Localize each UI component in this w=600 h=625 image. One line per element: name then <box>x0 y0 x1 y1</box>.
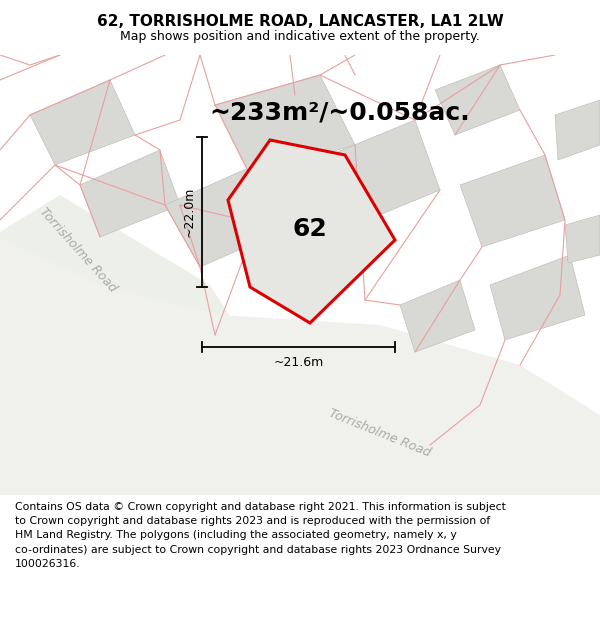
Polygon shape <box>565 215 600 263</box>
Polygon shape <box>80 150 180 237</box>
Text: 62: 62 <box>292 217 327 241</box>
Text: ~22.0m: ~22.0m <box>182 187 196 237</box>
Text: Torrisholme Road: Torrisholme Road <box>327 407 433 459</box>
Text: ~233m²/~0.058ac.: ~233m²/~0.058ac. <box>209 101 470 125</box>
Text: Contains OS data © Crown copyright and database right 2021. This information is : Contains OS data © Crown copyright and d… <box>15 501 506 569</box>
Polygon shape <box>228 140 395 323</box>
Text: Map shows position and indicative extent of the property.: Map shows position and indicative extent… <box>120 30 480 43</box>
Polygon shape <box>435 65 520 135</box>
Polygon shape <box>555 100 600 160</box>
Polygon shape <box>490 255 585 340</box>
Text: Torrisholme Road: Torrisholme Road <box>37 205 119 295</box>
Polygon shape <box>215 75 355 175</box>
Polygon shape <box>30 80 135 165</box>
Polygon shape <box>330 120 440 223</box>
Polygon shape <box>400 280 475 352</box>
Polygon shape <box>0 235 600 500</box>
Text: ~21.6m: ~21.6m <box>274 356 323 369</box>
Polygon shape <box>0 195 280 500</box>
Polygon shape <box>460 155 565 247</box>
Polygon shape <box>165 165 285 267</box>
Text: 62, TORRISHOLME ROAD, LANCASTER, LA1 2LW: 62, TORRISHOLME ROAD, LANCASTER, LA1 2LW <box>97 14 503 29</box>
